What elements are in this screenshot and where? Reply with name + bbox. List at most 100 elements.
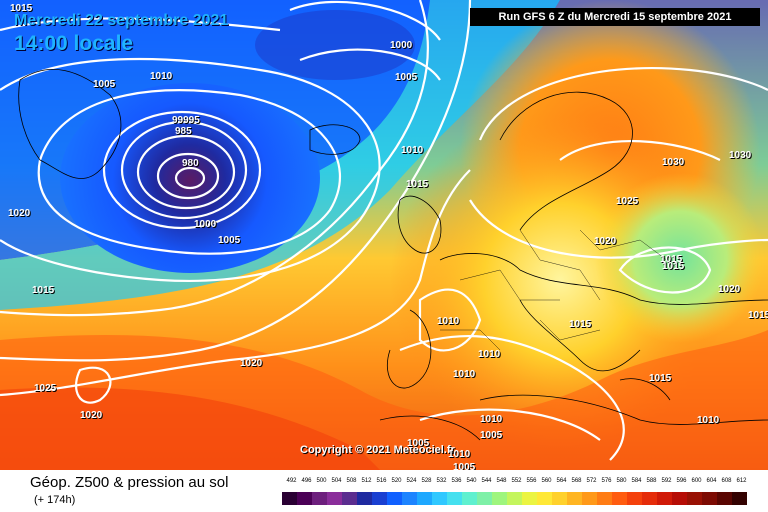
isobar-label: 1000 [390,40,413,51]
scale-label: 524 [406,478,417,484]
isobar-label: 1010 [480,414,503,425]
scale-swatch [582,492,597,505]
isobar-label: 1010 [401,145,424,156]
scale-swatch [327,492,342,505]
isobar-label: 1020 [80,410,103,421]
isobar-label: 1010 [697,415,720,426]
scale-swatch [642,492,657,505]
scale-label: 492 [286,478,297,484]
scale-label: 608 [721,478,732,484]
isobar-label: 1020 [240,358,263,369]
scale-swatch [417,492,432,505]
isobar-label: 1010 [150,71,173,82]
scale-label: 520 [391,478,402,484]
scale-swatch [492,492,507,505]
isobar-label: 1015 [32,285,55,296]
scale-label: 512 [361,478,372,484]
isobar-label: 99995 [172,115,200,126]
isobar-label: 1010 [448,449,471,460]
isobar-label: 1015 [406,179,429,190]
isobar-lines [0,0,768,460]
isobar-label: 1020 [8,208,31,219]
forecast-time: 14:00 locale [14,32,134,55]
scale-label: 560 [541,478,552,484]
copyright: Copyright © 2021 Meteociel.fr [300,444,455,456]
scale-label: 544 [481,478,492,484]
isobar-label: 1015 [660,254,683,265]
scale-label: 604 [706,478,717,484]
scale-label: 532 [436,478,447,484]
isobar-label: 1005 [453,462,476,470]
scale-swatch [672,492,687,505]
scale-label: 552 [511,478,522,484]
scale-label: 612 [736,478,747,484]
scale-swatch [552,492,567,505]
scale-label: 576 [601,478,612,484]
scale-swatch [357,492,372,505]
product-title: Géop. Z500 & pression au sol [30,474,229,491]
isobar-label: 1015 [748,310,768,321]
scale-label: 540 [466,478,477,484]
isobar-label: 1025 [34,383,57,394]
scale-label: 504 [331,478,342,484]
forecast-lead-time: (+ 174h) [34,494,76,506]
forecast-date: Mercredi 22 septembre 2021 [14,12,229,29]
scale-label: 516 [376,478,387,484]
model-run-label: Run GFS 6 Z du Mercredi 15 septembre 202… [470,8,760,26]
isobar-label: 1030 [662,157,685,168]
scale-label: 596 [676,478,687,484]
isobar-label: 1015 [10,3,33,14]
scale-label: 568 [571,478,582,484]
scale-label: 600 [691,478,702,484]
scale-swatch [627,492,642,505]
scale-label: 592 [661,478,672,484]
isobar-label: 1005 [93,79,116,90]
isobar-label: 1020 [594,236,617,247]
isobar-label: 1010 [478,349,501,360]
scale-swatch [282,492,297,505]
scale-swatch [297,492,312,505]
isobar-label: 1025 [616,196,639,207]
scale-swatch [507,492,522,505]
isobar-label: 1005 [407,438,430,449]
scale-swatch [477,492,492,505]
scale-swatch [522,492,537,505]
scale-label: 548 [496,478,507,484]
scale-label: 528 [421,478,432,484]
scale-swatch [687,492,702,505]
isobar-label: 985 [175,126,192,137]
isobar-label: 1005 [480,430,503,441]
color-scale: 492 496 500 504 508 512 516 520 524 528 532 536 540 5… [282,478,752,508]
scale-swatch [702,492,717,505]
scale-label: 556 [526,478,537,484]
scale-swatch [342,492,357,505]
isobar-label: 1015 [569,319,592,330]
scale-swatch [597,492,612,505]
isobar-label: 1010 [437,316,460,327]
scale-swatch [732,492,747,505]
isobar-label: 1005 [395,72,418,83]
isobar-label: 1015 [662,261,685,272]
scale-label: 496 [301,478,312,484]
scale-label: 580 [616,478,627,484]
scale-swatch [312,492,327,505]
scale-label: 536 [451,478,462,484]
scale-label: 572 [586,478,597,484]
isobar-label: 1030 [729,150,752,161]
scale-swatch [567,492,582,505]
scale-swatch [657,492,672,505]
weather-map: Mercredi 22 septembre 2021 14:00 locale … [0,0,768,470]
scale-swatch [537,492,552,505]
scale-swatch [612,492,627,505]
isobar-label: 980 [182,158,199,169]
isobar-label: 1005 [218,235,241,246]
scale-swatch [432,492,447,505]
scale-label: 588 [646,478,657,484]
scale-swatch [462,492,477,505]
isobar-label: 1020 [718,284,741,295]
coastlines [18,68,768,441]
scale-swatch [372,492,387,505]
map-canvas [0,0,768,470]
isobar-label: 1000 [194,219,217,230]
isobar-label: 1015 [649,373,672,384]
